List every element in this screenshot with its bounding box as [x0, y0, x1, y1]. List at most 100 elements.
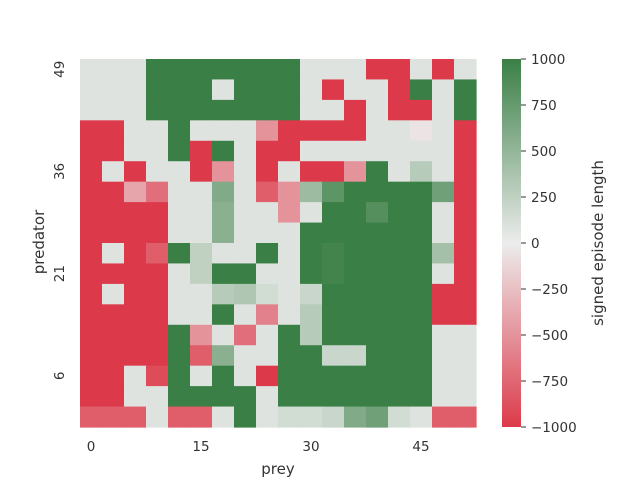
- heatmap-cell: [300, 79, 323, 101]
- heatmap-cell: [366, 386, 389, 408]
- heatmap-cell: [190, 324, 213, 346]
- heatmap-cell: [102, 243, 125, 265]
- heatmap-cell: [146, 304, 169, 326]
- heatmap-cell: [388, 222, 411, 244]
- heatmap-cell: [366, 365, 389, 387]
- heatmap-cell: [322, 222, 345, 244]
- heatmap-cell: [432, 365, 455, 387]
- heatmap-cell: [388, 263, 411, 285]
- heatmap-cell: [454, 99, 477, 121]
- heatmap-cell: [278, 79, 301, 101]
- heatmap-cell: [190, 304, 213, 326]
- heatmap-cell: [146, 79, 169, 101]
- heatmap-cell: [168, 140, 191, 162]
- heatmap-cell: [366, 120, 389, 142]
- heatmap-cell: [454, 222, 477, 244]
- heatmap-cell: [234, 386, 257, 408]
- heatmap-cell: [322, 406, 345, 428]
- heatmap-cell: [80, 99, 103, 121]
- heatmap-cell: [344, 324, 367, 346]
- heatmap-cell: [212, 345, 235, 367]
- heatmap-cell: [454, 304, 477, 326]
- heatmap-cell: [190, 120, 213, 142]
- heatmap-cell: [124, 59, 147, 81]
- heatmap-cell: [322, 324, 345, 346]
- heatmap-cell: [300, 59, 323, 81]
- colorbar: [502, 59, 521, 427]
- heatmap-cell: [454, 386, 477, 408]
- x-axis-ticks: 0 15 30 45: [87, 439, 430, 455]
- heatmap-cell: [300, 181, 323, 203]
- heatmap-cell: [124, 120, 147, 142]
- heatmap-cell: [388, 202, 411, 224]
- heatmap-cell: [366, 406, 389, 428]
- heatmap-cell: [256, 304, 279, 326]
- heatmap-cell: [388, 79, 411, 101]
- heatmap-cell: [410, 161, 433, 183]
- heatmap-cell: [278, 222, 301, 244]
- heatmap-cell: [322, 99, 345, 121]
- heatmap-cell: [410, 140, 433, 162]
- heatmap-cell: [146, 345, 169, 367]
- heatmap-cell: [102, 120, 125, 142]
- heatmap-cell: [278, 99, 301, 121]
- heatmap-cell: [168, 79, 191, 101]
- heatmap-cell: [146, 406, 169, 428]
- heatmap-cell: [80, 365, 103, 387]
- heatmap-cell: [300, 365, 323, 387]
- heatmap-cell: [454, 181, 477, 203]
- heatmap-cell: [256, 120, 279, 142]
- heatmap-cell: [168, 283, 191, 305]
- heatmap-cell: [256, 79, 279, 101]
- heatmap-cell: [300, 202, 323, 224]
- colorbar-ticks: 1000 750 500 250 0 −250 −500 −750 −1000: [521, 52, 577, 436]
- heatmap-cell: [388, 345, 411, 367]
- heatmap-cell: [454, 243, 477, 265]
- heatmap-cell: [80, 406, 103, 428]
- heatmap-cell: [102, 59, 125, 81]
- heatmap-cell: [432, 202, 455, 224]
- heatmap-cell: [300, 345, 323, 367]
- heatmap-cell: [168, 99, 191, 121]
- heatmap-cell: [454, 406, 477, 428]
- heatmap-cell: [190, 140, 213, 162]
- heatmap-cell: [146, 222, 169, 244]
- heatmap-cell: [388, 99, 411, 121]
- heatmap-cell: [146, 263, 169, 285]
- colorbar-tick-label: 1000: [531, 52, 565, 68]
- heatmap-cell: [124, 283, 147, 305]
- heatmap-cell: [344, 243, 367, 265]
- heatmap-cell: [212, 406, 235, 428]
- heatmap-cell: [124, 365, 147, 387]
- heatmap-cell: [322, 263, 345, 285]
- heatmap-cell: [256, 345, 279, 367]
- heatmap-cell: [256, 222, 279, 244]
- heatmap-cell: [234, 140, 257, 162]
- heatmap-cell: [344, 120, 367, 142]
- heatmap-cell: [146, 324, 169, 346]
- heatmap-cell: [256, 99, 279, 121]
- heatmap-cell: [212, 283, 235, 305]
- heatmap-cell: [190, 406, 213, 428]
- heatmap-cell: [234, 181, 257, 203]
- heatmap-cell: [278, 386, 301, 408]
- heatmap-cell: [124, 79, 147, 101]
- heatmap-cell: [322, 120, 345, 142]
- heatmap-cell: [322, 283, 345, 305]
- colorbar-label: signed episode length: [589, 160, 607, 326]
- heatmap-cell: [190, 181, 213, 203]
- heatmap-cell: [454, 345, 477, 367]
- heatmap-cell: [344, 140, 367, 162]
- y-axis-ticks: 49 36 21 6: [52, 61, 68, 381]
- heatmap-cell: [190, 79, 213, 101]
- heatmap-cell: [256, 181, 279, 203]
- heatmap-cell: [80, 202, 103, 224]
- heatmap-cell: [454, 161, 477, 183]
- heatmap-cell: [432, 99, 455, 121]
- heatmap-cell: [278, 365, 301, 387]
- heatmap-cell: [322, 386, 345, 408]
- heatmap-cell: [410, 365, 433, 387]
- heatmap-cell: [234, 324, 257, 346]
- heatmap-cell: [432, 304, 455, 326]
- heatmap-cell: [212, 243, 235, 265]
